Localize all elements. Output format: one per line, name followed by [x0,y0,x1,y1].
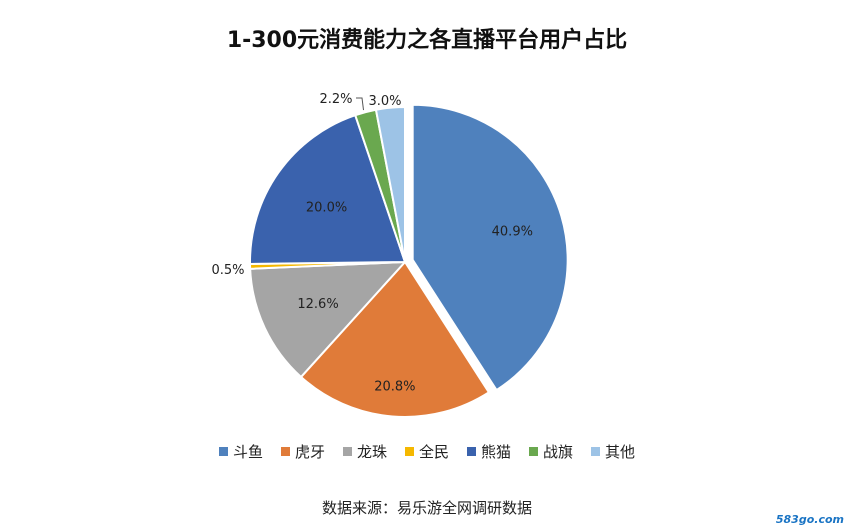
data-label-龙珠: 12.6% [297,297,338,312]
watermark: 583go.com [775,513,844,526]
pie-slice-熊猫 [249,113,407,265]
legend-swatch [218,447,228,456]
legend-swatch [404,447,414,456]
source-note: 数据来源：易乐游全网调研数据 [321,499,532,517]
pie-chart: 40.9% 20.8% 12.6% 0.5% 20.0% 2.2% 3.0% [211,92,569,418]
chart-title: 1-300元消费能力之各直播平台用户占比 [226,28,628,53]
pie-slice-虎牙 [299,260,491,418]
pie-slice-其他 [374,105,406,263]
data-label-虎牙: 20.8% [374,380,415,395]
legend-item-熊猫: 熊猫 [467,441,511,462]
pie-slice-斗鱼 [411,103,569,392]
legend: 斗鱼 虎牙 龙珠 全民 熊猫 战旗 其他 [0,441,854,462]
legend-item-其他: 其他 [591,441,635,462]
legend-label: 龙珠 [356,443,387,461]
legend-item-战旗: 战旗 [529,441,573,462]
legend-label: 熊猫 [481,443,512,461]
data-label-全民: 0.5% [211,263,244,278]
data-label-其他: 3.0% [368,94,401,109]
legend-label: 斗鱼 [232,443,263,461]
data-label-斗鱼: 40.9% [492,224,533,239]
legend-item-全民: 全民 [404,441,449,462]
legend-item-斗鱼: 斗鱼 [218,441,263,462]
legend-label: 战旗 [543,443,574,461]
legend-swatch [529,447,539,456]
data-label-战旗: 2.2% [319,92,352,107]
legend-label: 全民 [418,443,449,461]
pie-slice-龙珠 [249,260,408,379]
data-label-熊猫: 20.0% [306,200,347,215]
leader-line-战旗 [356,97,365,111]
legend-swatch [280,447,290,456]
legend-item-虎牙: 虎牙 [280,441,325,462]
legend-label: 虎牙 [294,443,325,461]
legend-label: 其他 [605,443,636,461]
legend-swatch [467,447,476,456]
legend-swatch [342,447,352,456]
legend-swatch [591,447,601,456]
legend-item-龙珠: 龙珠 [342,441,387,462]
